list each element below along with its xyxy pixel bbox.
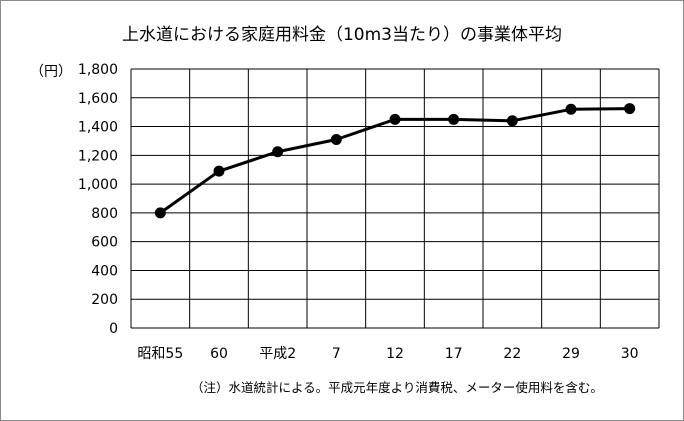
y-tick-label: 1,200 xyxy=(78,148,118,164)
x-tick-label: 17 xyxy=(445,346,463,362)
x-axis-tick-labels: 昭和55 60 平成2 7 12 17 22 29 30 xyxy=(137,346,638,362)
data-point-marker xyxy=(330,134,342,146)
data-point-marker xyxy=(624,103,636,115)
x-tick-label: 30 xyxy=(621,346,639,362)
y-tick-label: 1,000 xyxy=(78,177,118,193)
y-tick-label: 400 xyxy=(91,263,118,279)
y-tick-label: 600 xyxy=(91,235,118,251)
x-tick-label: 7 xyxy=(332,346,341,362)
data-point-marker xyxy=(272,146,284,158)
data-point-marker xyxy=(448,113,460,125)
x-tick-label: 平成2 xyxy=(259,346,296,362)
series xyxy=(154,103,636,219)
y-tick-label: 1,400 xyxy=(78,120,118,136)
y-tick-label: 0 xyxy=(109,321,118,337)
y-tick-label: 1,800 xyxy=(78,62,118,78)
x-tick-label: 60 xyxy=(210,346,228,362)
data-point-marker xyxy=(506,115,518,127)
data-point-marker xyxy=(565,103,577,115)
gridlines xyxy=(130,68,660,329)
y-axis-unit-label: （円） xyxy=(30,64,72,80)
y-tick-label: 800 xyxy=(91,206,118,222)
y-axis-tick-labels: 0 200 400 600 800 1,000 1,200 1,400 1,600 1,800 xyxy=(78,62,118,337)
chart-title: 上水道における家庭用料金（10m3当たり）の事業体平均 xyxy=(122,25,562,45)
x-tick-label: 29 xyxy=(562,346,580,362)
y-tick-label: 1,600 xyxy=(78,91,118,107)
x-tick-label: 22 xyxy=(503,346,521,362)
chart-footnote: （注）水道統計による。平成元年度より消費税、メーター使用料を含む。 xyxy=(191,380,603,395)
data-point-marker xyxy=(389,113,401,125)
data-point-marker xyxy=(154,207,166,219)
x-tick-label: 12 xyxy=(386,346,404,362)
data-point-marker xyxy=(213,165,225,177)
y-tick-label: 200 xyxy=(91,292,118,308)
x-tick-label: 昭和55 xyxy=(137,346,183,362)
